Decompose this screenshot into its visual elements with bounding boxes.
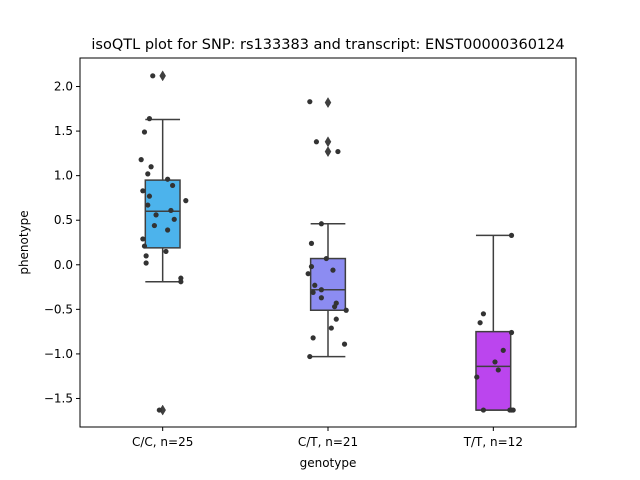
data-point <box>165 227 171 233</box>
data-point <box>145 202 151 208</box>
data-point <box>328 325 334 331</box>
data-point <box>343 307 349 313</box>
outlier-marker <box>324 97 332 109</box>
data-point <box>305 271 311 277</box>
y-tick-label: −1.0 <box>44 347 73 361</box>
data-point <box>318 221 324 227</box>
boxes-layer <box>144 70 512 416</box>
data-point <box>341 341 348 347</box>
data-point <box>508 329 515 336</box>
data-point <box>150 73 156 79</box>
data-point <box>510 407 516 413</box>
y-axis-label: phenotype <box>17 210 31 274</box>
data-point <box>308 240 315 246</box>
data-point <box>495 367 501 373</box>
x-tick-label: T/T, n=12 <box>463 435 523 449</box>
data-point <box>138 157 144 163</box>
data-point <box>143 253 149 259</box>
data-point <box>508 232 515 238</box>
data-point <box>332 304 338 310</box>
data-point <box>308 263 315 270</box>
data-point <box>140 236 146 242</box>
data-point <box>146 116 153 122</box>
x-axis-label: genotype <box>300 456 357 470</box>
chart-title: isoQTL plot for SNP: rs133383 and transc… <box>91 37 564 53</box>
points-layer <box>138 73 516 413</box>
data-point <box>171 216 177 222</box>
y-tick-label: −1.5 <box>44 391 73 405</box>
data-point <box>140 188 146 194</box>
box-group <box>309 97 347 358</box>
data-point <box>313 139 320 145</box>
data-point <box>333 316 339 322</box>
data-point <box>307 353 313 360</box>
data-point <box>310 335 316 341</box>
data-point <box>141 129 148 135</box>
y-tick-label: 2.0 <box>54 80 73 94</box>
box-group <box>144 70 181 416</box>
data-point <box>500 347 506 353</box>
y-tick-label: 0.0 <box>54 258 73 272</box>
y-tick-label: 1.0 <box>54 169 73 183</box>
data-point <box>178 275 184 281</box>
data-point <box>148 164 154 170</box>
data-point <box>168 207 174 214</box>
data-point <box>165 176 171 182</box>
data-point <box>480 311 487 317</box>
y-axis: −1.5 −1.0 −0.5 0.0 0.5 1.0 1.5 2.0 <box>44 80 80 405</box>
data-point <box>178 279 184 285</box>
data-point <box>310 289 316 296</box>
data-point <box>163 248 169 255</box>
data-point <box>318 295 324 301</box>
iqr-box <box>144 179 181 249</box>
outlier-marker <box>324 136 332 148</box>
data-point <box>492 359 498 365</box>
data-point <box>141 243 148 249</box>
data-point <box>183 198 189 204</box>
x-tick-label: C/C, n=25 <box>132 435 193 449</box>
x-tick-label: C/T, n=21 <box>298 435 358 449</box>
data-point <box>143 260 149 266</box>
data-point <box>330 267 336 273</box>
iqr-box <box>475 330 512 411</box>
data-point <box>318 287 324 293</box>
outlier-marker <box>324 146 332 158</box>
data-point <box>307 99 313 105</box>
data-point <box>169 182 176 189</box>
box-group <box>475 234 512 411</box>
data-point <box>480 407 487 413</box>
data-point <box>145 171 151 177</box>
data-point <box>474 374 480 380</box>
data-point <box>156 407 162 413</box>
data-point <box>477 320 483 326</box>
data-point <box>151 222 157 229</box>
y-tick-label: 1.5 <box>54 124 73 138</box>
outlier-marker <box>159 70 166 82</box>
data-point <box>146 193 153 199</box>
data-point <box>323 255 329 262</box>
data-point <box>153 212 159 218</box>
data-point <box>335 148 341 155</box>
y-tick-label: 0.5 <box>54 213 73 227</box>
data-point <box>312 282 318 288</box>
y-tick-label: −0.5 <box>44 302 73 316</box>
x-axis: C/C, n=25 C/T, n=21 T/T, n=12 <box>132 427 523 449</box>
